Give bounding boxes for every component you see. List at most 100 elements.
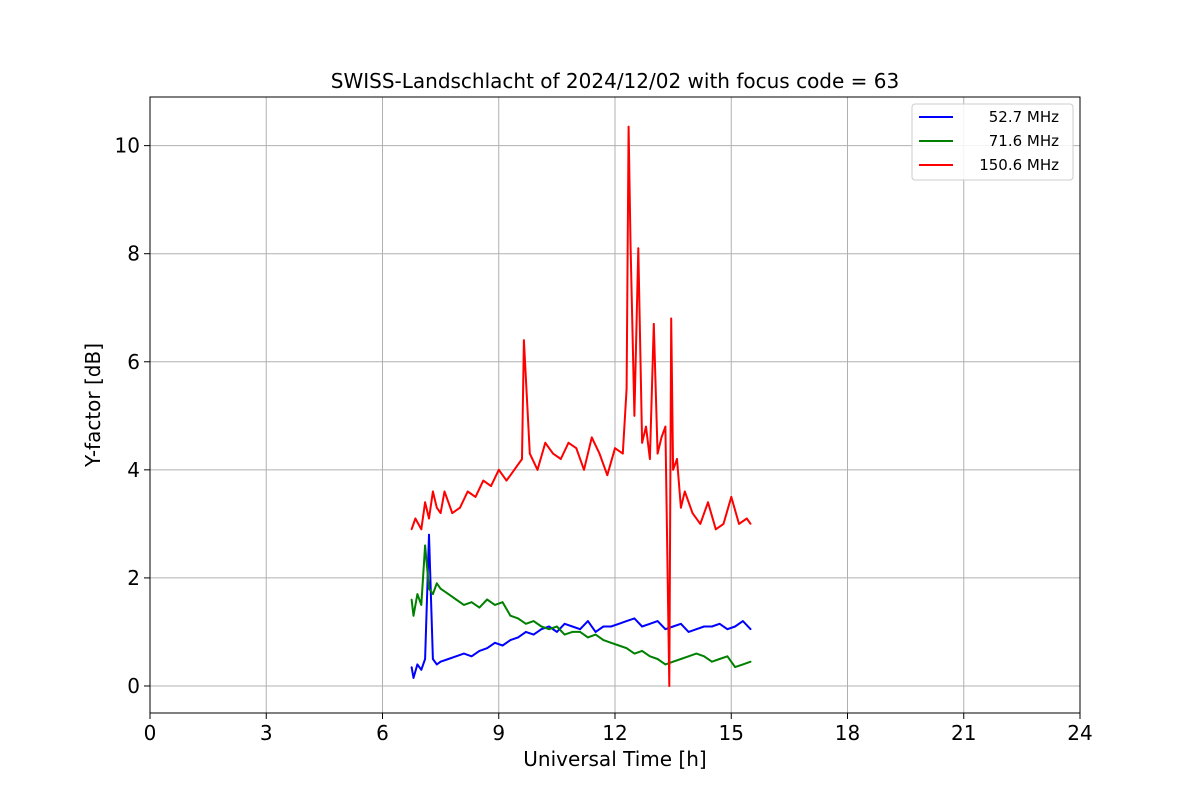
data-point	[734, 625, 736, 628]
data-point	[451, 512, 454, 514]
data-point	[521, 458, 523, 460]
data-point	[587, 636, 589, 639]
data-point	[745, 517, 748, 520]
data-point	[544, 441, 547, 444]
data-point	[567, 441, 570, 444]
data-point	[714, 528, 717, 531]
data-point	[691, 512, 694, 514]
data-point	[432, 658, 434, 660]
data-point	[641, 441, 643, 444]
data-point	[559, 458, 562, 460]
data-point	[509, 614, 512, 617]
data-point	[548, 628, 550, 631]
data-point	[556, 631, 558, 633]
x-tick-label: 0	[144, 721, 157, 745]
data-point	[428, 533, 430, 536]
data-point	[590, 436, 593, 439]
data-point	[439, 660, 442, 663]
data-point	[579, 631, 581, 633]
data-point	[621, 452, 624, 455]
data-point	[532, 620, 535, 622]
data-point	[703, 625, 705, 628]
data-point	[517, 617, 519, 620]
data-point	[447, 658, 450, 660]
data-point	[414, 517, 417, 520]
y-tick-label: 8	[127, 242, 140, 266]
data-point	[749, 660, 752, 663]
data-point	[730, 496, 733, 498]
data-point	[575, 447, 578, 450]
data-point	[703, 655, 705, 658]
data-point	[439, 587, 442, 590]
data-point	[594, 631, 597, 633]
data-point	[656, 658, 659, 660]
data-point	[633, 617, 636, 620]
data-point	[490, 485, 492, 487]
y-tick-label: 6	[127, 350, 140, 374]
data-point	[432, 593, 434, 595]
data-point	[497, 468, 500, 471]
data-point	[540, 625, 543, 628]
data-point	[614, 447, 616, 450]
legend-label: 71.6 MHz	[989, 132, 1059, 150]
data-point	[548, 625, 550, 628]
data-point	[664, 628, 667, 631]
data-point	[523, 339, 525, 342]
data-point	[435, 582, 438, 585]
data-point	[420, 668, 423, 671]
data-point	[410, 528, 413, 531]
data-point	[563, 633, 566, 636]
x-tick-label: 21	[951, 721, 976, 745]
y-tick-label: 2	[127, 566, 140, 590]
data-point	[680, 622, 682, 625]
data-point	[482, 479, 485, 482]
data-point	[501, 601, 504, 604]
data-point	[439, 512, 442, 514]
legend-label: 52.7 MHz	[989, 108, 1059, 126]
data-point	[695, 652, 698, 655]
data-point	[424, 501, 426, 504]
data-point	[552, 452, 554, 455]
data-point	[470, 601, 473, 604]
data-point	[478, 650, 481, 652]
data-point	[494, 604, 496, 606]
x-tick-label: 15	[719, 721, 744, 745]
data-point	[672, 468, 674, 471]
y-tick-label: 0	[127, 674, 140, 698]
data-point	[742, 663, 744, 666]
data-point	[718, 658, 721, 660]
legend-label: 150.6 MHz	[979, 156, 1059, 174]
x-axis-label: Universal Time [h]	[523, 747, 706, 771]
data-point	[486, 598, 488, 601]
data-point	[633, 652, 636, 655]
data-point	[683, 490, 686, 493]
data-point	[583, 468, 585, 471]
data-point	[633, 414, 636, 417]
data-point	[420, 604, 423, 606]
data-point	[625, 647, 628, 650]
data-point	[528, 452, 531, 455]
data-point	[416, 593, 419, 595]
y-axis-label: Y-factor [dB]	[81, 343, 105, 468]
data-point	[664, 425, 667, 428]
legend-box	[911, 103, 1074, 181]
data-point	[672, 660, 674, 663]
data-point	[738, 523, 740, 525]
y-tick-label: 4	[127, 458, 140, 482]
data-point	[594, 633, 597, 636]
data-point	[726, 655, 729, 658]
data-point	[428, 517, 430, 520]
data-point	[463, 604, 465, 606]
data-point	[435, 663, 438, 666]
data-point	[711, 660, 713, 663]
data-point	[412, 677, 415, 679]
data-point	[470, 655, 473, 658]
data-point	[587, 620, 589, 622]
data-point	[664, 663, 667, 666]
data-point	[718, 622, 721, 625]
data-point	[509, 639, 512, 641]
data-point	[610, 625, 612, 628]
data-point	[742, 620, 744, 622]
data-point	[602, 639, 605, 641]
data-point	[505, 479, 508, 482]
